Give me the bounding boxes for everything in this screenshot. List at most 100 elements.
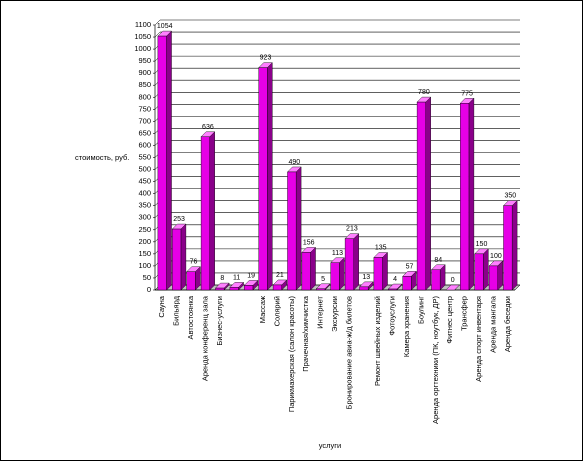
x-tick-label: Солярий bbox=[272, 296, 281, 326]
x-tick-label: Автостоянка bbox=[186, 295, 195, 339]
value-label: 5 bbox=[321, 276, 325, 283]
value-label: 923 bbox=[260, 55, 272, 62]
bar bbox=[359, 286, 369, 291]
value-label: 780 bbox=[418, 89, 430, 96]
bar bbox=[272, 284, 282, 291]
y-tick-label: 750 bbox=[138, 104, 151, 113]
y-tick-label: 0 bbox=[147, 285, 151, 294]
bar-group bbox=[445, 284, 461, 291]
bar-group bbox=[344, 233, 360, 291]
bar-group bbox=[402, 270, 417, 291]
bar bbox=[316, 288, 326, 291]
y-tick-label: 400 bbox=[138, 189, 151, 198]
bar-group bbox=[272, 279, 288, 291]
x-tick-label: Сауна bbox=[157, 295, 166, 317]
bar-side bbox=[468, 97, 475, 291]
bar-group bbox=[330, 257, 345, 291]
bar-group bbox=[214, 282, 230, 291]
bar-side bbox=[209, 131, 215, 291]
bar-side bbox=[267, 62, 273, 291]
bar-side bbox=[353, 233, 359, 291]
y-tick-label: 700 bbox=[138, 116, 151, 125]
value-label: 57 bbox=[406, 263, 414, 270]
bar bbox=[416, 101, 426, 291]
x-tick-label: Бизнес-услуги bbox=[215, 296, 224, 346]
bar bbox=[215, 287, 225, 291]
bar-side bbox=[425, 96, 431, 291]
bar bbox=[172, 228, 182, 291]
y-tick-label: 1000 bbox=[134, 44, 151, 53]
value-label: 156 bbox=[303, 239, 315, 246]
bar-side bbox=[295, 166, 302, 291]
bar-side bbox=[483, 248, 489, 291]
x-tick-label: Трансфер bbox=[460, 296, 469, 331]
bar-group bbox=[459, 97, 475, 291]
value-label: 636 bbox=[202, 124, 214, 131]
y-tick-label: 450 bbox=[138, 177, 151, 186]
y-tick-label: 950 bbox=[138, 56, 151, 65]
value-label: 8 bbox=[220, 275, 224, 282]
bar bbox=[474, 253, 484, 291]
bar bbox=[186, 271, 196, 291]
grid-line bbox=[154, 19, 161, 26]
bar-group bbox=[474, 248, 489, 291]
bar bbox=[258, 67, 268, 291]
y-tick-label: 900 bbox=[138, 68, 151, 77]
bar-group bbox=[430, 264, 446, 291]
bar bbox=[157, 35, 167, 291]
bar-group bbox=[315, 283, 331, 291]
y-tick-label: 1100 bbox=[135, 20, 151, 29]
bar-group bbox=[258, 62, 273, 291]
y-tick-label: 350 bbox=[138, 201, 151, 210]
bar bbox=[373, 257, 383, 291]
value-label: 1054 bbox=[157, 23, 173, 30]
bar bbox=[229, 287, 239, 291]
bar-group bbox=[358, 281, 374, 291]
y-axis-label: стоимость, руб. bbox=[75, 153, 129, 162]
y-tick-label: 100 bbox=[138, 261, 151, 270]
x-tick-label: Аренда спорт инвентаря bbox=[474, 296, 483, 382]
value-label: 76 bbox=[190, 259, 198, 266]
y-tick-label: 150 bbox=[138, 249, 151, 258]
bar-group bbox=[488, 260, 504, 291]
value-label: 150 bbox=[476, 241, 488, 248]
bar bbox=[344, 238, 354, 291]
bar-group bbox=[301, 246, 317, 291]
x-axis-label: услуги bbox=[319, 441, 341, 450]
grid-line bbox=[154, 31, 161, 38]
bar-group bbox=[502, 200, 518, 291]
y-tick-label: 500 bbox=[138, 165, 151, 174]
bar-group bbox=[387, 283, 403, 291]
value-label: 19 bbox=[247, 272, 255, 279]
bar-group bbox=[373, 251, 389, 291]
bar-top bbox=[445, 284, 461, 291]
bar-group bbox=[186, 266, 201, 291]
bar bbox=[402, 276, 412, 291]
value-label: 84 bbox=[434, 257, 442, 264]
bar-group bbox=[171, 223, 187, 291]
bar-side bbox=[382, 251, 388, 291]
bar bbox=[460, 103, 470, 291]
x-tick-label: Фитнес центр bbox=[445, 296, 454, 344]
value-label: 135 bbox=[375, 244, 387, 251]
bar-side bbox=[166, 30, 172, 291]
value-label: 490 bbox=[288, 159, 300, 166]
x-tick-label: Камера хранения bbox=[402, 296, 411, 357]
value-label: 775 bbox=[461, 90, 473, 97]
bar-group bbox=[286, 166, 302, 291]
value-label: 11 bbox=[233, 274, 240, 281]
bar-group bbox=[157, 30, 173, 291]
bar bbox=[330, 262, 340, 291]
x-tick-label: Аренда оргтехники (ПК, ноутбук, ДР) bbox=[431, 295, 440, 423]
y-tick-label: 650 bbox=[138, 128, 151, 137]
value-label: 213 bbox=[346, 226, 358, 233]
y-tick-label: 600 bbox=[138, 140, 151, 149]
value-label: 21 bbox=[276, 272, 284, 279]
value-label: 4 bbox=[393, 276, 397, 283]
x-tick-label: Фотоуслуги bbox=[388, 296, 397, 336]
x-tick-label: Прачечная/химчистка bbox=[301, 295, 310, 372]
x-tick-label: Аренда мангала bbox=[488, 295, 497, 353]
y-tick-label: 550 bbox=[138, 152, 151, 161]
y-tick-label: 250 bbox=[138, 225, 151, 234]
